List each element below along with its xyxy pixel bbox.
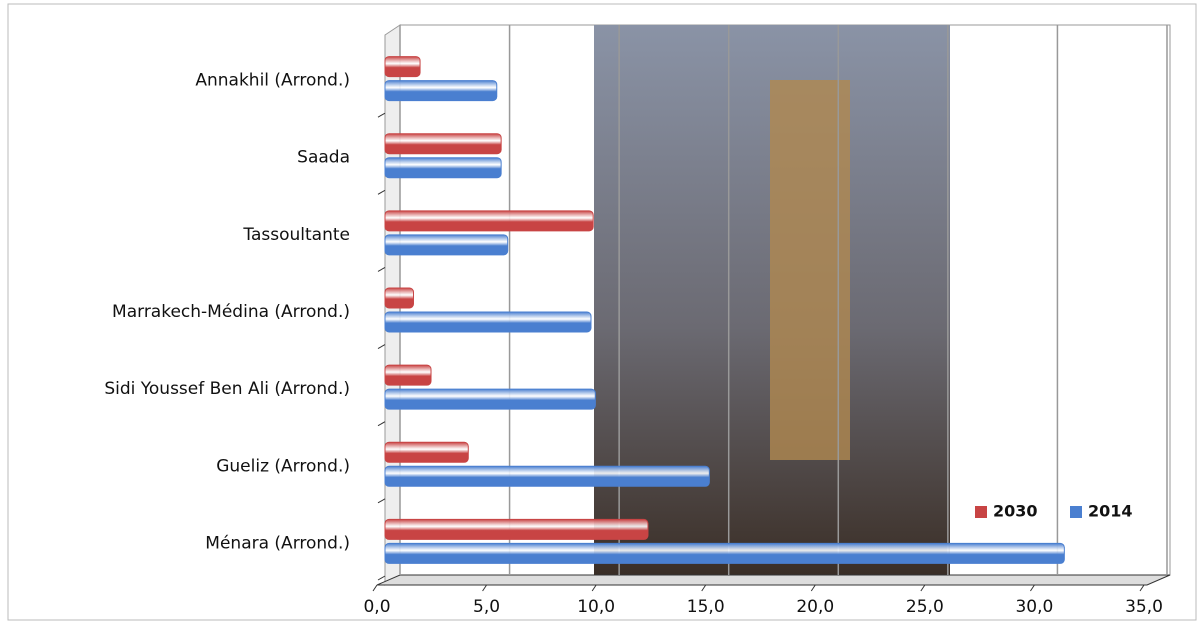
tick [1139, 584, 1145, 592]
legend-swatch [975, 506, 987, 518]
bar [384, 388, 596, 410]
x-tick-label: 20,0 [796, 597, 834, 617]
y-tick-label: Sidi Youssef Ben Ali (Arrond.) [104, 379, 350, 399]
bar [384, 133, 502, 155]
y-tick-label: Saada [297, 148, 350, 168]
bar [384, 441, 469, 463]
floor [376, 574, 1171, 586]
tick [701, 584, 707, 592]
y-tick-label: Annakhil (Arrond.) [195, 71, 350, 91]
tick [377, 189, 386, 195]
legend-label: 2014 [1088, 502, 1133, 521]
legend-label: 2030 [993, 502, 1038, 521]
bar [384, 518, 649, 540]
bar [384, 80, 498, 102]
bar [384, 234, 509, 256]
legend-swatch [1070, 506, 1082, 518]
tick [810, 584, 816, 592]
x-tick-label: 35,0 [1125, 597, 1163, 617]
tick [377, 266, 386, 272]
bar [384, 465, 710, 487]
tick [482, 584, 487, 592]
bar [384, 364, 432, 386]
y-tick-label: Ménara (Arrond.) [205, 533, 350, 553]
tick [377, 575, 386, 581]
tick [377, 498, 386, 504]
bar [384, 287, 414, 309]
x-tick-label: 15,0 [687, 597, 725, 617]
tick [372, 584, 378, 592]
bar [384, 311, 592, 333]
tick [1030, 584, 1035, 592]
tick [920, 584, 926, 592]
y-tick-label: Gueliz (Arrond.) [216, 456, 350, 476]
bar [384, 157, 502, 179]
tick [377, 344, 386, 350]
x-tick-label: 10,0 [577, 597, 615, 617]
tower [770, 80, 850, 460]
bar [384, 542, 1065, 564]
y-tick-label: Marrakech-Médina (Arrond.) [112, 302, 350, 322]
y-tick-label: Tassoultante [242, 225, 350, 245]
tick [377, 112, 386, 118]
x-tick-label: 0,0 [363, 597, 390, 617]
bar [384, 210, 594, 232]
x-tick-label: 30,0 [1015, 597, 1053, 617]
x-tick-label: 5,0 [473, 597, 500, 617]
tick [377, 421, 386, 427]
bar [384, 56, 421, 78]
x-tick-label: 25,0 [906, 597, 944, 617]
tick [591, 584, 597, 592]
